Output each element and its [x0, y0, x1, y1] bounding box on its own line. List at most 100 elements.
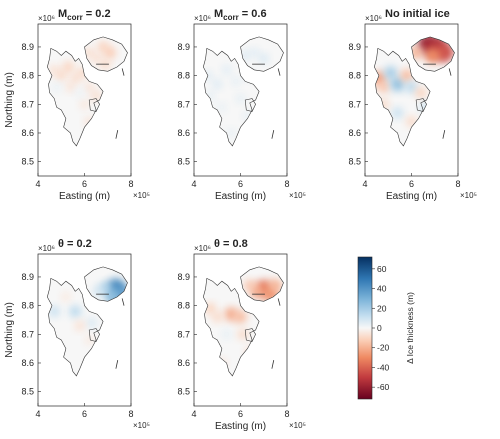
coastline	[202, 47, 260, 147]
y-tick-label: 8.9	[21, 42, 34, 52]
land-fill	[203, 278, 260, 376]
y-tick-label: 8.6	[177, 128, 190, 138]
x-tick-label: 4	[191, 179, 196, 189]
heatmap-cell	[243, 279, 256, 292]
heatmap-cell	[390, 77, 405, 92]
map-panel-5: 4 6 8 8.5 8.6 8.7 8.8 8.9 ×10⁶ ×10⁵ θ = 0.8 Easting…	[177, 238, 305, 432]
x-tick-label: 8	[455, 179, 460, 189]
island-outline	[121, 68, 125, 76]
colorbar-tick-label: 40	[377, 284, 387, 294]
y-tick-label: 8.8	[177, 301, 190, 311]
x-tick-label: 4	[35, 409, 40, 419]
heatmap-cell	[258, 53, 269, 64]
x-exponent-label: ×10⁵	[289, 421, 306, 430]
coastline	[84, 266, 128, 302]
coastline	[244, 328, 256, 342]
x-tick-label: 8	[284, 409, 289, 419]
y-tick-label: 8.5	[21, 157, 34, 167]
y-exponent-label: ×10⁶	[38, 244, 55, 253]
panel-title: No initial ice	[385, 8, 450, 20]
y-exponent-label: ×10⁶	[365, 14, 382, 23]
x-tick-label: 4	[362, 179, 367, 189]
x-tick-label: 4	[191, 409, 196, 419]
panel-title: θ = 0.2	[58, 238, 92, 250]
x-axis-label: Easting (m)	[386, 191, 437, 202]
heatmap-cell	[217, 102, 227, 112]
heatmap-cell	[384, 66, 398, 80]
heatmap-patches	[49, 41, 116, 127]
heatmap-cell	[234, 310, 247, 324]
colorbar: 60 40 20 0 -20 -40 -60 Δ Ice thickness (m)	[357, 256, 415, 400]
heatmap-cell	[49, 64, 60, 75]
heatmap-cell	[415, 87, 427, 99]
x-tick-label: 4	[35, 179, 40, 189]
map-panel-1: 4 6 8 8.5 8.6 8.7 8.8 8.9 ×10⁶ ×10⁵ Mcorr = 0.2 Eas…	[4, 8, 150, 202]
y-exponent-label: ×10⁶	[194, 244, 211, 253]
y-tick-label: 8.8	[348, 71, 361, 81]
x-exponent-label: ×10⁵	[133, 191, 150, 200]
heatmap-cell	[222, 329, 232, 339]
coastline	[415, 98, 427, 112]
heatmap-cell	[84, 47, 95, 58]
x-axis-label: Easting (m)	[59, 191, 110, 202]
heatmap-cell	[400, 69, 414, 82]
colorbar-tick-label: 0	[377, 323, 382, 333]
panel-title: Mcorr = 0.2	[58, 8, 111, 22]
heatmap-cell	[75, 88, 85, 98]
heatmap-cell	[268, 279, 282, 292]
colorbar-tick-label: -40	[377, 362, 390, 372]
x-tick-label: 6	[238, 179, 243, 189]
y-tick-label: 8.5	[177, 157, 190, 167]
panel-title: Mcorr = 0.6	[214, 8, 267, 22]
coastline	[244, 98, 256, 112]
y-tick-label: 8.6	[348, 128, 361, 138]
coastline	[411, 36, 455, 72]
heatmap-cell	[212, 79, 223, 90]
y-exponent-label: ×10⁶	[194, 14, 211, 23]
island-outline	[442, 130, 446, 139]
heatmap-cell	[249, 47, 260, 58]
colorbar-tick-label: 60	[377, 264, 387, 274]
heatmap-cell	[392, 107, 404, 119]
panel-title: θ = 0.8	[214, 238, 248, 250]
heatmap-cell	[212, 311, 223, 323]
island-outline	[115, 130, 119, 139]
coastline	[46, 47, 104, 147]
island-outline	[277, 298, 281, 306]
y-tick-label: 8.5	[21, 387, 34, 397]
coastline	[373, 47, 431, 147]
y-tick-label: 8.6	[177, 358, 190, 368]
colorbar-tick-label: -20	[377, 343, 390, 353]
coastline	[202, 277, 260, 377]
heatmap-cell	[86, 317, 97, 328]
y-tick-label: 8.5	[177, 387, 190, 397]
heatmap-cell	[48, 305, 60, 317]
heatmap-cell	[231, 76, 241, 86]
coastline	[240, 36, 284, 72]
island-outline	[277, 68, 281, 76]
y-tick-label: 8.6	[21, 358, 34, 368]
island-outline	[121, 298, 125, 306]
heatmap-cell	[62, 61, 74, 73]
x-tick-label: 6	[82, 409, 87, 419]
y-tick-label: 8.7	[21, 329, 34, 339]
colorbar-ticks: 60 40 20 0 -20 -40 -60	[372, 264, 390, 392]
heatmap-cell	[405, 81, 418, 93]
heatmap-cell	[84, 82, 95, 92]
y-tick-label: 8.8	[21, 71, 34, 81]
x-exponent-label: ×10⁵	[289, 191, 306, 200]
heatmap-cell	[79, 99, 90, 110]
x-axis-label: Easting (m)	[215, 421, 266, 432]
map-panel-3: 4 6 8 8.5 8.6 8.7 8.8 8.9 ×10⁶ ×10⁵ No initial ice…	[348, 8, 476, 202]
heatmap-cell	[104, 46, 116, 59]
y-axis-label: Northing (m)	[4, 72, 15, 128]
colorbar-tick-label: 20	[377, 303, 387, 313]
x-axis-label: Easting (m)	[215, 191, 266, 202]
y-tick-label: 8.7	[21, 99, 34, 109]
map-panel-4: 4 6 8 8.5 8.6 8.7 8.8 8.9 ×10⁶ ×10⁵ θ = 0.2 Northin…	[4, 238, 150, 430]
colorbar-tick-label: -60	[377, 382, 390, 392]
island-outline	[115, 360, 119, 369]
x-tick-label: 8	[284, 179, 289, 189]
heatmap-cell	[56, 70, 67, 81]
